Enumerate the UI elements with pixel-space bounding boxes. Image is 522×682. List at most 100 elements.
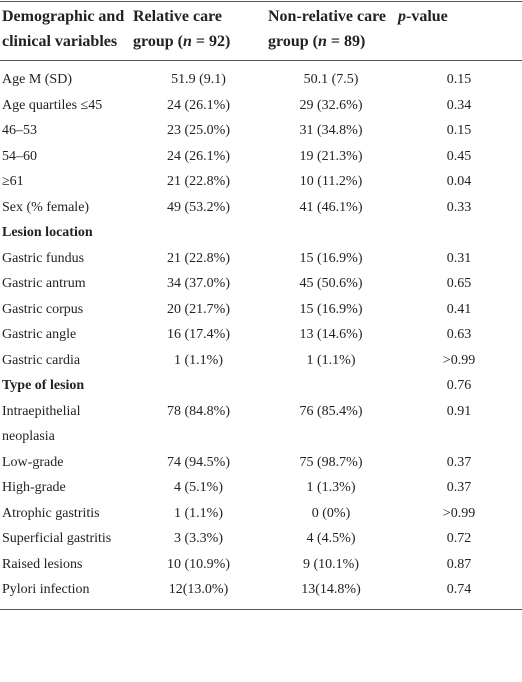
- cell: [266, 220, 396, 246]
- table-row: Gastric angle 16 (17.4%) 13 (14.6%) 0.63: [0, 322, 522, 348]
- cell: 1 (1.3%): [306, 480, 356, 495]
- cell: 0.91: [446, 403, 472, 419]
- cell: 78 (84.8%): [167, 403, 230, 419]
- cell: [396, 220, 522, 246]
- row-label: Gastric cardia: [2, 352, 81, 368]
- table-row: Sex (% female) 49 (53.2%) 41 (46.1%) 0.33: [0, 195, 522, 221]
- header-cell: Demographic and clinical variables: [0, 1, 131, 61]
- cell: 24 (26.1%): [167, 97, 230, 113]
- cell: 12(13.0%): [168, 582, 229, 597]
- table-row: Age quartiles ≤45 24 (26.1%) 29 (32.6%) 0.3…: [0, 93, 522, 119]
- cell: 0.45: [446, 148, 472, 164]
- cell: 15 (16.9%): [299, 250, 363, 266]
- row-label: Gastric corpus: [2, 301, 84, 317]
- header-text: = 92): [191, 33, 231, 50]
- row-label: Pylori infection: [2, 582, 90, 597]
- row-label: Raised lesions: [2, 556, 83, 572]
- cell: 0.76: [446, 378, 472, 393]
- cell: 0.74: [446, 582, 472, 597]
- header-cell: p-value: [396, 1, 522, 61]
- cell: 0 (0%): [311, 505, 351, 521]
- row-label: Age quartiles ≤45: [2, 97, 103, 113]
- cell: 1 (1.1%): [174, 352, 223, 368]
- header-text: Demographic and clinical variables: [2, 8, 125, 50]
- table-row: Gastric corpus 20 (21.7%) 15 (16.9%) 0.41: [0, 297, 522, 323]
- row-label: Gastric antrum: [2, 276, 86, 291]
- header-cell: Relative care group (n = 92): [131, 1, 266, 61]
- cell: 21 (22.8%): [167, 174, 230, 189]
- table-row: 46–53 23 (25.0%) 31 (34.8%) 0.15: [0, 118, 522, 144]
- table-row: Atrophic gastritis 1 (1.1%) 0 (0%) >0.99: [0, 501, 522, 527]
- cell: 16 (17.4%): [167, 327, 230, 342]
- cell: [266, 373, 396, 399]
- cell: >0.99: [442, 505, 476, 521]
- cell: 74 (94.5%): [167, 454, 230, 470]
- row-label: Intraepithelial neoplasia: [2, 403, 81, 445]
- table-row: Age M (SD) 51.9 (9.1) 50.1 (7.5) 0.15: [0, 61, 522, 93]
- table-row: ≥61 21 (22.8%) 10 (11.2%) 0.04: [0, 169, 522, 195]
- table-row: High-grade 4 (5.1%) 1 (1.3%) 0.37: [0, 475, 522, 501]
- cell: 76 (85.4%): [299, 403, 363, 419]
- cell: 0.65: [446, 276, 472, 291]
- row-label: 54–60: [2, 148, 37, 164]
- cell: 19 (21.3%): [299, 148, 363, 164]
- header-cell: Non-relative care group (n = 89): [266, 1, 396, 61]
- cell: 3 (3.3%): [174, 531, 223, 546]
- cell: [131, 373, 266, 399]
- header-text: Relative care group (: [133, 8, 222, 50]
- cell: 1 (1.1%): [174, 505, 223, 521]
- cell: 0.72: [446, 531, 472, 546]
- cell: 50.1 (7.5): [303, 72, 359, 87]
- cell: [131, 220, 266, 246]
- section-heading: Type of lesion: [2, 378, 85, 393]
- table-row: Gastric antrum 34 (37.0%) 45 (50.6%) 0.65: [0, 271, 522, 297]
- header-text: p: [398, 8, 406, 25]
- cell: 0.33: [446, 199, 472, 215]
- cell: 31 (34.8%): [299, 123, 363, 138]
- cell: 34 (37.0%): [167, 276, 230, 291]
- cell: >0.99: [442, 352, 476, 368]
- row-label: Age M (SD): [2, 72, 72, 87]
- cell: 0.15: [446, 72, 472, 87]
- cell: 13 (14.6%): [299, 327, 363, 342]
- cell: 0.31: [446, 250, 472, 266]
- cell: 0.41: [446, 301, 472, 317]
- row-label: Atrophic gastritis: [2, 505, 100, 521]
- header-text: n: [317, 33, 327, 50]
- cell: 13(14.8%): [301, 582, 361, 597]
- cell: 1 (1.1%): [306, 352, 356, 368]
- cell: 24 (26.1%): [167, 148, 230, 164]
- header-row: Demographic and clinical variables Relati…: [0, 1, 522, 61]
- table-row: Pylori infection 12(13.0%) 13(14.8%) 0.74: [0, 577, 522, 609]
- header-text: = 89): [326, 33, 366, 50]
- row-label: High-grade: [2, 480, 66, 495]
- cell: 49 (53.2%): [167, 199, 230, 215]
- table-row: Intraepithelial neoplasia 78 (84.8%) 76 (8…: [0, 399, 522, 450]
- cell: 10 (10.9%): [167, 556, 230, 572]
- cell: 0.63: [446, 327, 472, 342]
- cell: 75 (98.7%): [299, 454, 363, 470]
- table-row: Raised lesions 10 (10.9%) 9 (10.1%) 0.87: [0, 552, 522, 578]
- cell: 20 (21.7%): [167, 301, 230, 317]
- cell: 15 (16.9%): [299, 301, 363, 317]
- cell: 9 (10.1%): [303, 556, 359, 572]
- table-row: Low-grade 74 (94.5%) 75 (98.7%) 0.37: [0, 450, 522, 476]
- row-label: 46–53: [2, 123, 37, 138]
- header-text: -value: [406, 8, 448, 25]
- cell: 0.34: [446, 97, 472, 113]
- row-label: ≥61: [2, 174, 24, 189]
- cell: 4 (4.5%): [306, 531, 356, 546]
- cell: 0.04: [446, 174, 472, 189]
- table-row: Type of lesion 0.76: [0, 373, 522, 399]
- cell: 51.9 (9.1): [171, 72, 226, 87]
- cell: 0.37: [446, 454, 472, 470]
- header-text: n: [182, 33, 192, 50]
- cell: 29 (32.6%): [299, 97, 363, 113]
- cell: 4 (5.1%): [174, 480, 223, 495]
- row-label: Low-grade: [2, 454, 64, 470]
- row-label: Superficial gastritis: [2, 531, 112, 546]
- section-heading: Lesion location: [2, 225, 93, 240]
- row-label: Gastric fundus: [2, 250, 85, 266]
